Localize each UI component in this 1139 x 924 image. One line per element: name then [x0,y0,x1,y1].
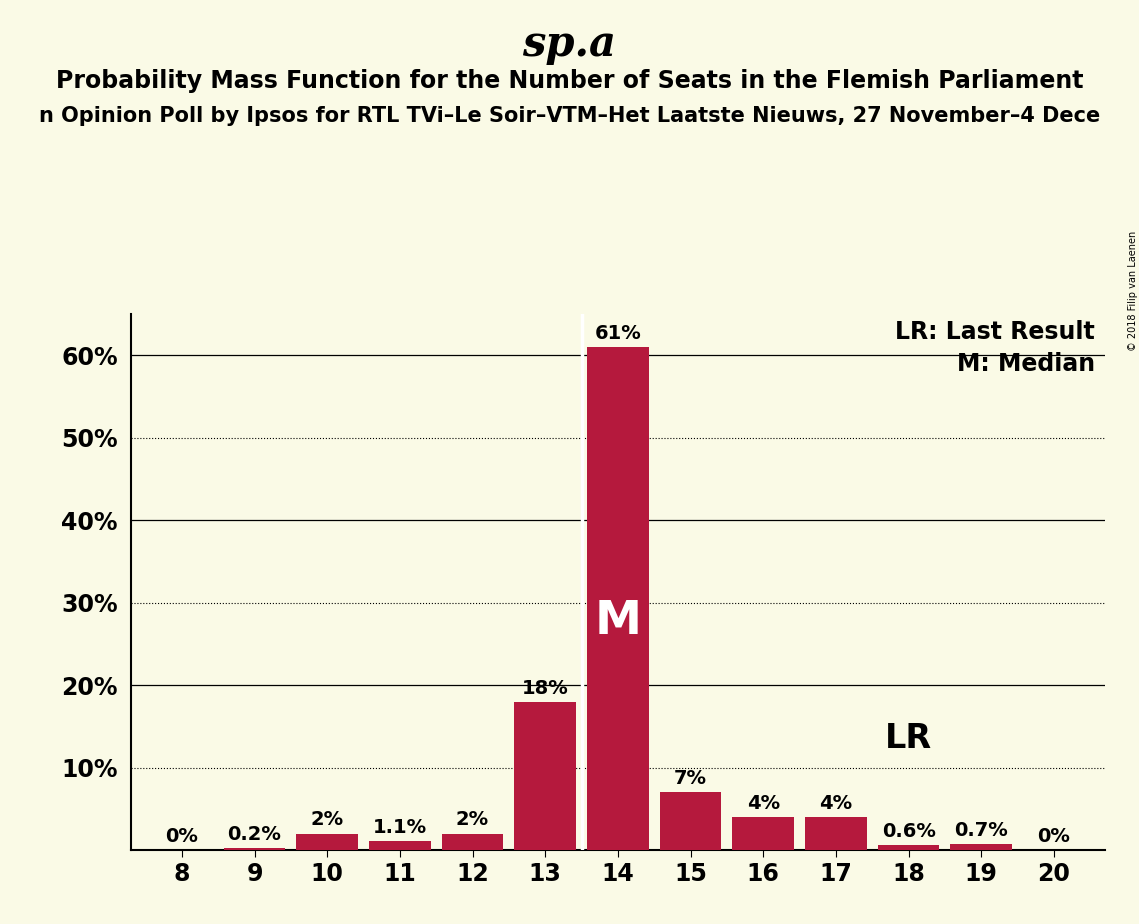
Text: sp.a: sp.a [523,23,616,65]
Text: 0.6%: 0.6% [882,822,935,841]
Text: 1.1%: 1.1% [372,818,427,837]
Text: Probability Mass Function for the Number of Seats in the Flemish Parliament: Probability Mass Function for the Number… [56,69,1083,93]
Text: © 2018 Filip van Laenen: © 2018 Filip van Laenen [1128,231,1138,351]
Bar [587,347,649,850]
Text: 0%: 0% [165,827,198,846]
Text: M: M [595,599,641,644]
Text: 7%: 7% [674,770,707,788]
Bar [950,845,1013,850]
Bar [515,701,576,850]
Text: 0.7%: 0.7% [954,821,1008,840]
Text: LR: LR [885,723,932,755]
Text: 61%: 61% [595,324,641,343]
Text: 18%: 18% [522,678,568,698]
Text: n Opinion Poll by Ipsos for RTL TVi–Le Soir–VTM–Het Laatste Nieuws, 27 November–: n Opinion Poll by Ipsos for RTL TVi–Le S… [39,106,1100,127]
Text: 2%: 2% [311,810,344,830]
Bar [659,793,721,850]
Text: LR: Last Result: LR: Last Result [895,320,1095,344]
Text: 0.2%: 0.2% [228,825,281,845]
Bar [296,833,358,850]
Bar [805,817,867,850]
Bar [369,841,431,850]
Bar [878,845,940,850]
Text: 4%: 4% [747,794,780,813]
Text: 2%: 2% [456,810,489,830]
Text: M: Median: M: Median [957,352,1095,376]
Bar [223,848,286,850]
Text: 0%: 0% [1038,827,1071,846]
Bar [732,817,794,850]
Bar [442,833,503,850]
Text: 4%: 4% [819,794,852,813]
